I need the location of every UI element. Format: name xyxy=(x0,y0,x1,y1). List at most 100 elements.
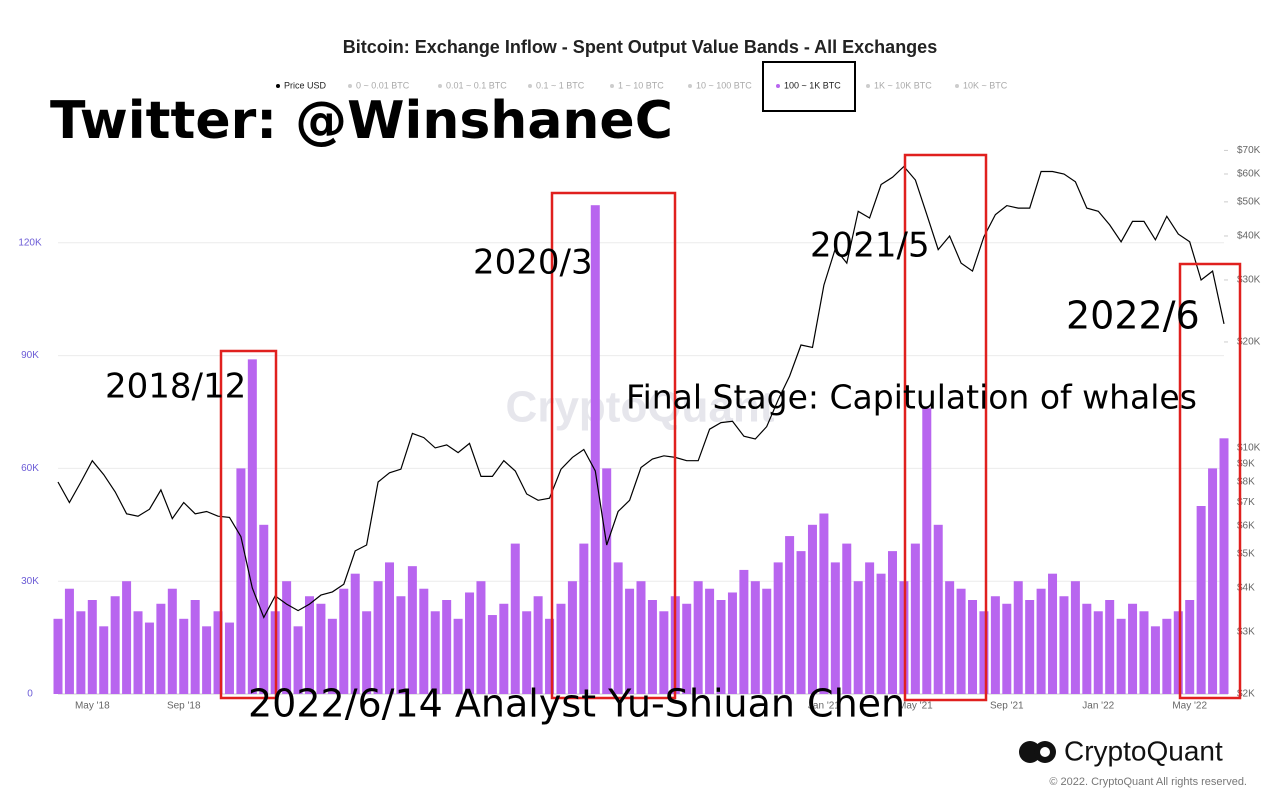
logo: CryptoQuant xyxy=(1019,735,1223,766)
legend-label: 10K ~ BTC xyxy=(963,80,1008,90)
y-tick-label: 30K xyxy=(21,576,39,587)
box-2021 xyxy=(903,153,988,702)
bar xyxy=(373,581,383,694)
y2-tick-label: $7K xyxy=(1237,497,1255,508)
y2-tick-label: $6K xyxy=(1237,521,1255,532)
bar xyxy=(304,596,314,694)
annotation: 2022/6 xyxy=(1066,294,1200,338)
bar xyxy=(727,592,737,694)
x-tick-label: Jan '21 xyxy=(808,701,840,712)
legend-marker xyxy=(688,84,692,88)
bar xyxy=(1116,618,1126,694)
bar xyxy=(99,626,109,694)
bar xyxy=(1082,603,1092,694)
logo-icon xyxy=(1040,747,1050,757)
x-tick-label: Sep '18 xyxy=(167,701,201,712)
bar xyxy=(922,408,932,694)
bar xyxy=(465,592,475,694)
bar xyxy=(750,581,760,694)
y2-tick-label: $50K xyxy=(1237,197,1261,208)
bar xyxy=(910,543,920,694)
bar xyxy=(956,588,966,694)
bar xyxy=(1002,603,1012,694)
bar xyxy=(224,622,234,694)
legend-label: 10 ~ 100 BTC xyxy=(696,80,752,90)
bar xyxy=(785,536,795,694)
bar xyxy=(842,543,852,694)
bar xyxy=(716,600,726,694)
bar xyxy=(1036,588,1046,694)
legend-marker xyxy=(438,84,442,88)
x-tick-label: Jan '22 xyxy=(1082,701,1114,712)
bar xyxy=(407,566,417,694)
bar xyxy=(1173,611,1183,694)
box-2018 xyxy=(219,349,278,700)
bar xyxy=(282,581,292,694)
bar xyxy=(327,618,337,694)
legend-label: 1K ~ 10K BTC xyxy=(874,80,932,90)
x-tick-label: May '22 xyxy=(1172,701,1207,712)
bar xyxy=(1139,611,1149,694)
bar xyxy=(522,611,532,694)
bar xyxy=(990,596,1000,694)
bar xyxy=(202,626,212,694)
bar xyxy=(385,562,395,694)
y2-tick-label: $8K xyxy=(1237,477,1255,488)
legend-highlight xyxy=(762,61,856,112)
bar xyxy=(76,611,86,694)
y2-tick-label: $2K xyxy=(1237,689,1255,700)
legend-marker xyxy=(866,84,870,88)
legend-label: 100 ~ 1K BTC xyxy=(784,80,841,90)
y-tick-label: 120K xyxy=(18,237,42,248)
bar xyxy=(613,562,623,694)
bar xyxy=(247,359,257,694)
legend-marker xyxy=(610,84,614,88)
annotation: 2021/5 xyxy=(810,226,930,266)
legend-label: 1 ~ 10 BTC xyxy=(618,80,664,90)
watermark: CryptoQuant xyxy=(506,383,775,432)
bar xyxy=(362,611,372,694)
bar xyxy=(865,562,875,694)
legend-marker xyxy=(776,84,780,88)
y-tick-label: 90K xyxy=(21,350,39,361)
bar xyxy=(819,513,829,694)
bar xyxy=(339,588,349,694)
bar xyxy=(1093,611,1103,694)
chart-title: Bitcoin: Exchange Inflow - Spent Output … xyxy=(343,37,937,57)
bar xyxy=(487,615,497,694)
bar xyxy=(1150,626,1160,694)
bar xyxy=(1025,600,1035,694)
bar xyxy=(1196,506,1206,694)
bar xyxy=(533,596,543,694)
y-tick-label: 0 xyxy=(27,689,33,700)
y2-tick-label: $10K xyxy=(1237,443,1261,454)
bar xyxy=(705,588,715,694)
bar xyxy=(156,603,166,694)
y2-tick-label: $30K xyxy=(1237,275,1261,286)
x-tick-label: May '21 xyxy=(898,701,933,712)
y2-tick-label: $40K xyxy=(1237,231,1261,242)
x-tick-label: Sep '21 xyxy=(990,701,1024,712)
bar xyxy=(167,588,177,694)
y2-tick-label: $9K xyxy=(1237,459,1255,470)
bar xyxy=(579,543,589,694)
bar xyxy=(110,596,120,694)
bar xyxy=(236,468,246,694)
bar xyxy=(693,581,703,694)
bar xyxy=(396,596,406,694)
bar xyxy=(419,588,429,694)
bar xyxy=(830,562,840,694)
bar xyxy=(1185,600,1195,694)
bar xyxy=(293,626,303,694)
bar xyxy=(499,603,509,694)
bar xyxy=(1059,596,1069,694)
bar xyxy=(968,600,978,694)
bar xyxy=(53,618,63,694)
bar xyxy=(1013,581,1023,694)
bar xyxy=(636,581,646,694)
bar xyxy=(682,603,692,694)
bar xyxy=(133,611,143,694)
bar xyxy=(122,581,132,694)
y-tick-label: 60K xyxy=(21,463,39,474)
